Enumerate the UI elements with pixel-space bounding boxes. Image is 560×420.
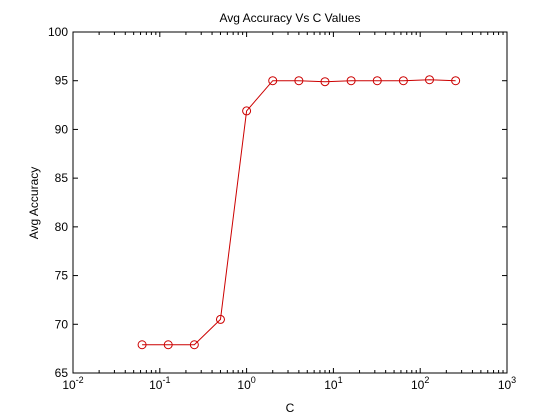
x-tick-label-exponent: 0	[251, 375, 256, 385]
data-point	[398, 76, 408, 86]
x-tick-label: 10-1	[149, 375, 170, 392]
data-point	[451, 76, 461, 86]
x-tick-label-exponent: 1	[338, 375, 343, 385]
y-tick-label: 90	[55, 122, 69, 136]
x-axis-ticks: 10-2 10-1 100 101 102 103	[62, 32, 516, 392]
series-layer	[137, 75, 461, 350]
data-point	[372, 76, 382, 86]
data-point	[189, 340, 199, 350]
x-tick-label: 100	[237, 375, 255, 392]
series-line	[142, 79, 456, 346]
data-point	[268, 76, 278, 86]
y-tick-label: 75	[55, 269, 69, 283]
x-tick-label-base: 10	[498, 378, 512, 392]
data-point	[215, 314, 225, 324]
data-point	[242, 106, 252, 116]
x-tick-label-base: 10	[411, 378, 425, 392]
x-tick-label-base: 10	[237, 378, 251, 392]
x-tick-label-base: 10	[149, 378, 163, 392]
y-axis-ticks: 65 70 75 80 85 90 95 100	[48, 25, 507, 380]
x-tick-label: 103	[498, 375, 516, 392]
y-tick-label: 100	[48, 25, 68, 39]
data-point	[294, 76, 304, 86]
x-tick-label: 101	[324, 375, 342, 392]
x-tick-label-exponent: -2	[76, 375, 84, 385]
chart-title: Avg Accuracy Vs C Values	[220, 11, 361, 25]
x-tick-label-exponent: -1	[162, 375, 170, 385]
y-tick-label: 85	[55, 171, 69, 185]
x-tick-label-exponent: 2	[424, 375, 429, 385]
x-tick-label: 102	[411, 375, 429, 392]
x-tick-label: 10-2	[62, 375, 83, 392]
x-tick-label-base: 10	[62, 378, 76, 392]
data-point	[137, 340, 147, 350]
x-tick-label-exponent: 3	[511, 375, 516, 385]
y-axis-title: Avg Accuracy	[27, 167, 41, 239]
y-tick-label: 70	[55, 317, 69, 331]
y-tick-label: 65	[55, 366, 69, 380]
data-point	[320, 77, 330, 87]
x-axis-title: C	[286, 401, 295, 415]
data-point	[425, 75, 435, 85]
x-tick-label-base: 10	[324, 378, 338, 392]
plot-area	[72, 31, 508, 374]
y-tick-label: 80	[55, 220, 69, 234]
data-point	[163, 340, 173, 350]
data-point	[346, 76, 356, 86]
y-tick-label: 95	[55, 74, 69, 88]
